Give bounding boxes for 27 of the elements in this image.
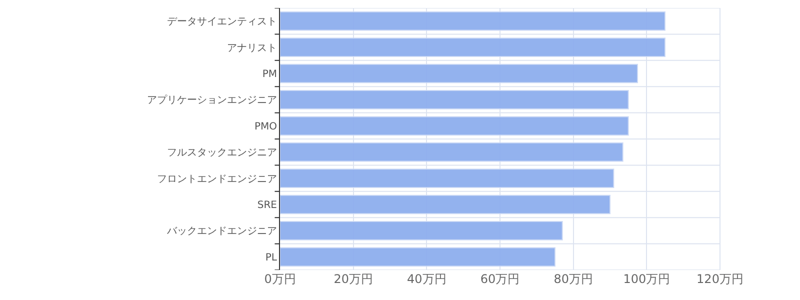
y-tick-label: フロントエンドエンジニア — [157, 174, 277, 185]
y-tick-label: SRE — [257, 200, 277, 211]
bar — [280, 38, 666, 57]
y-tick-label: バックエンドエンジニア — [166, 226, 277, 238]
bar — [280, 116, 629, 136]
bar — [280, 64, 638, 84]
bar — [280, 90, 629, 110]
y-tick-label: フルスタックエンジニア — [167, 148, 277, 159]
x-tick-label: 40万円 — [407, 272, 446, 286]
y-tick-label: アプリケーションエンジニア — [147, 94, 277, 106]
x-tick-label: 120万円 — [696, 272, 744, 286]
x-tick-label: 0万円 — [264, 272, 296, 286]
bar — [280, 221, 563, 240]
bar — [280, 168, 614, 188]
x-tick-label: 100万円 — [623, 272, 670, 286]
x-tick-label: 80万円 — [554, 272, 593, 286]
y-tick-label: PMO — [254, 121, 278, 132]
y-tick-label: データサイエンティスト — [167, 16, 277, 28]
bar — [280, 247, 556, 267]
bar — [280, 11, 666, 31]
bar — [280, 142, 624, 162]
y-tick-label: アナリスト — [227, 42, 277, 54]
y-tick-label: PL — [265, 252, 278, 264]
y-tick-label: PM — [262, 69, 277, 80]
x-tick-label: 60万円 — [480, 272, 520, 286]
x-tick-label: 20万円 — [334, 272, 373, 286]
bar — [280, 194, 610, 214]
